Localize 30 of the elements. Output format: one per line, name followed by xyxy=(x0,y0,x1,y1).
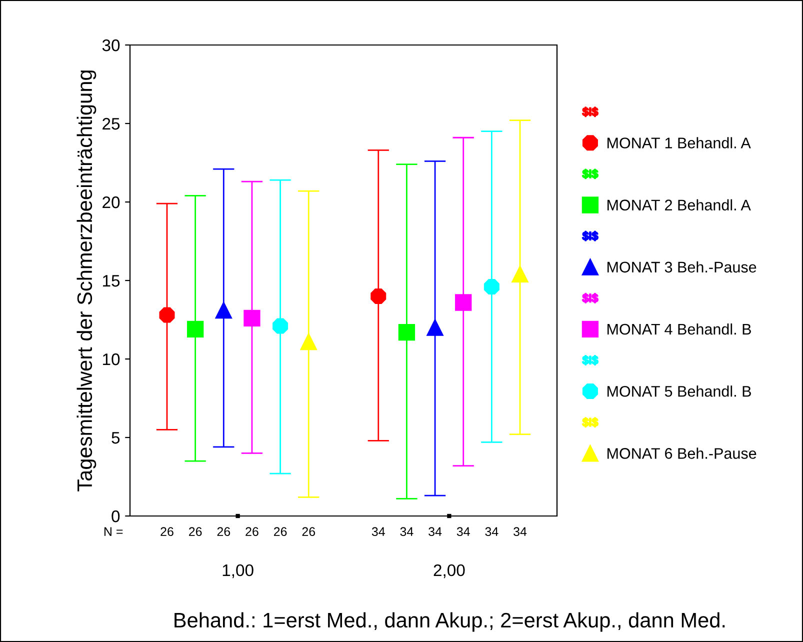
y-tick-label: 30 xyxy=(102,39,120,52)
text: 26 xyxy=(302,527,316,536)
y-tick-label: 0 xyxy=(112,510,120,522)
legend-label: MONAT 1 Behandl. A xyxy=(608,137,751,148)
text: 34 xyxy=(485,527,498,536)
text: 26 xyxy=(217,527,230,536)
legend-label: MONAT 3 Beh.-Pause xyxy=(608,261,756,273)
y-axis-title: Tagesmittelwert der Schmerzbeeinträchtigung xyxy=(76,70,96,492)
text: 34 xyxy=(456,527,470,536)
text: N = xyxy=(104,527,123,536)
text: 34 xyxy=(428,527,442,536)
x-axis-title: Behand.: 1=erst Med., dann Akup.; 2=erst Akup., dann Med. xyxy=(174,612,725,632)
text: 26 xyxy=(274,527,287,536)
y-tick-label: 25 xyxy=(102,118,120,130)
y-tick-label: 5 xyxy=(112,432,120,444)
text: 26 xyxy=(160,527,174,536)
legend-label: MONAT 4 Behandl. B xyxy=(608,323,751,335)
y-tick-label: 20 xyxy=(102,196,120,208)
x-tick-label: 1,00 xyxy=(222,564,254,578)
text: 34 xyxy=(514,527,527,536)
legend-label: MONAT 2 Behandl. A xyxy=(608,199,751,210)
y-tick-label: 10 xyxy=(103,353,120,366)
text: 26 xyxy=(246,527,258,536)
text: 34 xyxy=(400,527,414,536)
legend-label: MONAT 5 Behandl. B xyxy=(608,386,751,397)
x-tick-label: 2,00 xyxy=(434,564,465,578)
text: 34 xyxy=(372,527,385,536)
legend-label: MONAT 6 Beh.-Pause xyxy=(608,448,756,459)
y-tick-label: 15 xyxy=(103,275,120,287)
text: 26 xyxy=(188,527,202,536)
